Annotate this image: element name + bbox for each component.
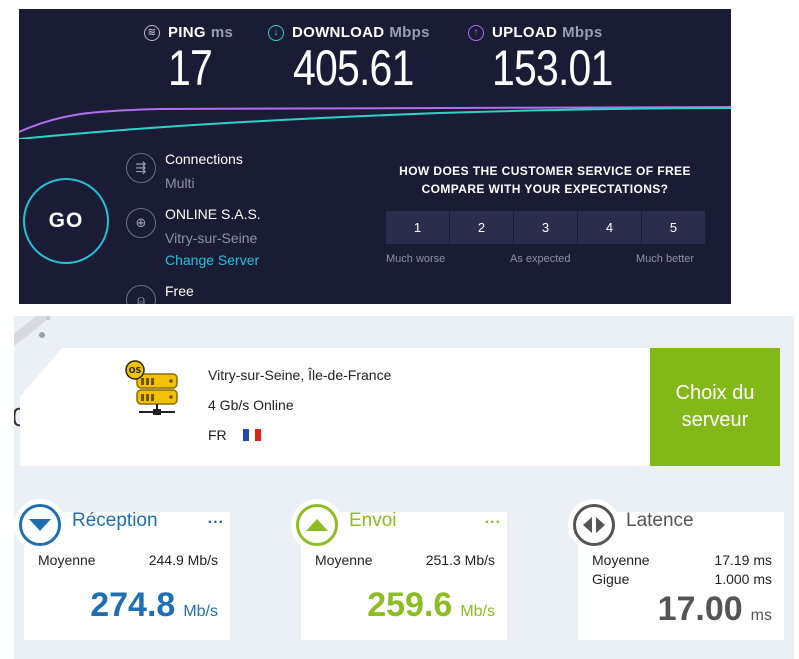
latence-title: Latence — [626, 510, 694, 531]
host-name: ONLINE S.A.S. — [165, 206, 261, 222]
upload-value: 153.01 — [492, 40, 613, 96]
server-icon-badge: OS — [129, 366, 142, 375]
gauge-tick-mark: ° — [46, 316, 51, 328]
envoi-value: 259.6 — [367, 586, 453, 624]
survey-mid-label: As expected — [510, 253, 571, 265]
survey-question-line2: COMPARE WITH YOUR EXPECTATIONS? — [421, 182, 669, 196]
latence-unit: ms — [750, 607, 772, 624]
envoi-title: Envoi — [349, 510, 397, 531]
speedtest-panel: ≋ PING ms 17 ↓ DOWNLOAD Mbps 405.61 ↑ UP… — [19, 9, 731, 304]
latence-average-value: 17.19 ms — [714, 552, 772, 568]
globe-icon: ⊕ — [126, 208, 156, 238]
survey-scale: 1 2 3 4 5 — [386, 211, 706, 244]
envoi-more-button[interactable]: ... — [484, 510, 501, 527]
download-arrow-icon: ↓ — [268, 24, 284, 41]
survey-high-label: Much better — [636, 253, 695, 265]
envoi-average-label: Moyenne — [315, 552, 373, 568]
isp-name: Free — [165, 283, 194, 299]
go-button[interactable]: GO — [23, 178, 109, 264]
connections-label: Connections — [165, 151, 243, 167]
survey-option-1[interactable]: 1 — [386, 211, 449, 244]
latency-icon — [573, 504, 615, 546]
reception-more-button[interactable]: ... — [207, 510, 224, 527]
survey-option-2[interactable]: 2 — [450, 211, 513, 244]
change-server-link[interactable]: Change Server — [165, 252, 260, 268]
reception-badge — [14, 499, 66, 551]
envoi-unit: Mb/s — [460, 603, 495, 620]
server-country-row: FR — [208, 427, 261, 443]
ping-value: 17 — [168, 40, 213, 96]
envoi-badge — [291, 499, 343, 551]
gauge-dot — [39, 332, 45, 338]
envoi-card: Envoi ... Moyenne 251.3 Mb/s 259.6 Mb/s — [291, 499, 507, 640]
latence-jitter-label: Gigue — [592, 571, 630, 587]
survey-question: HOW DOES THE CUSTOMER SERVICE OF FREE CO… — [385, 162, 705, 198]
reception-average-row: Moyenne 244.9 Mb/s — [38, 552, 218, 568]
upload-metric: ↑ UPLOAD Mbps 153.01 — [468, 24, 639, 93]
download-unit: Mbps — [389, 24, 430, 41]
download-graph-line — [19, 107, 731, 139]
latence-jitter-value: 1.000 ms — [714, 571, 772, 587]
choose-server-button[interactable]: Choix du serveur — [650, 348, 780, 466]
latence-badge — [568, 499, 620, 551]
ping-icon: ≋ — [144, 24, 160, 41]
latence-result: 17.00 ms — [658, 590, 772, 629]
server-provider: 4 Gb/s Online — [208, 397, 294, 413]
upload-triangle-icon — [296, 504, 338, 546]
choose-server-line2: serveur — [681, 409, 749, 431]
envoi-average-value: 251.3 Mb/s — [425, 552, 495, 568]
download-metric: ↓ DOWNLOAD Mbps 405.61 — [268, 24, 440, 93]
upload-label: UPLOAD — [492, 24, 558, 41]
reception-result: 274.8 Mb/s — [90, 586, 218, 625]
survey-option-3[interactable]: 3 — [514, 211, 577, 244]
reception-value: 274.8 — [90, 586, 176, 624]
connections-icon: ⇶ — [126, 153, 156, 183]
download-value: 405.61 — [293, 40, 414, 96]
nperf-panel: ° 100 0 OS Vitry-sur-Seine, Île-de-Franc… — [14, 316, 794, 659]
ping-unit: ms — [210, 24, 234, 41]
reception-average-value: 244.9 Mb/s — [148, 552, 218, 568]
survey-low-label: Much worse — [386, 253, 446, 265]
choose-server-line1: Choix du — [675, 382, 755, 404]
survey-option-4[interactable]: 4 — [578, 211, 641, 244]
latence-average-row: Moyenne 17.19 ms — [592, 552, 772, 568]
ping-label: PING — [168, 24, 206, 41]
download-label: DOWNLOAD — [292, 24, 385, 41]
latence-value: 17.00 — [657, 590, 743, 628]
server-icon: OS — [125, 360, 178, 415]
latence-jitter-row: Gigue 1.000 ms — [592, 571, 772, 587]
upload-arrow-icon: ↑ — [468, 24, 484, 41]
card-corner-cut — [14, 348, 62, 466]
server-country: FR — [208, 427, 227, 443]
reception-card: Réception ... Moyenne 244.9 Mb/s 274.8 Mb… — [14, 499, 230, 640]
download-triangle-icon — [19, 504, 61, 546]
france-flag-icon — [242, 429, 261, 441]
ping-metric: ≋ PING ms 17 — [144, 24, 233, 93]
speed-graph — [19, 106, 731, 139]
envoi-average-row: Moyenne 251.3 Mb/s — [315, 552, 495, 568]
reception-title: Réception — [72, 510, 158, 531]
upload-graph-line — [19, 106, 731, 133]
survey-option-5[interactable]: 5 — [642, 211, 705, 244]
connections-value[interactable]: Multi — [165, 175, 195, 191]
latence-card: Latence Moyenne 17.19 ms Gigue 1.000 ms … — [568, 499, 784, 640]
latence-average-label: Moyenne — [592, 552, 650, 568]
upload-unit: Mbps — [562, 24, 603, 41]
envoi-result: 259.6 Mb/s — [367, 586, 495, 625]
survey-question-line1: HOW DOES THE CUSTOMER SERVICE OF FREE — [399, 164, 691, 178]
host-location: Vitry-sur-Seine — [165, 230, 258, 246]
reception-unit: Mb/s — [183, 603, 218, 620]
server-location: Vitry-sur-Seine, Île-de-France — [208, 367, 392, 383]
reception-average-label: Moyenne — [38, 552, 96, 568]
user-icon: ⍝ — [126, 285, 156, 304]
